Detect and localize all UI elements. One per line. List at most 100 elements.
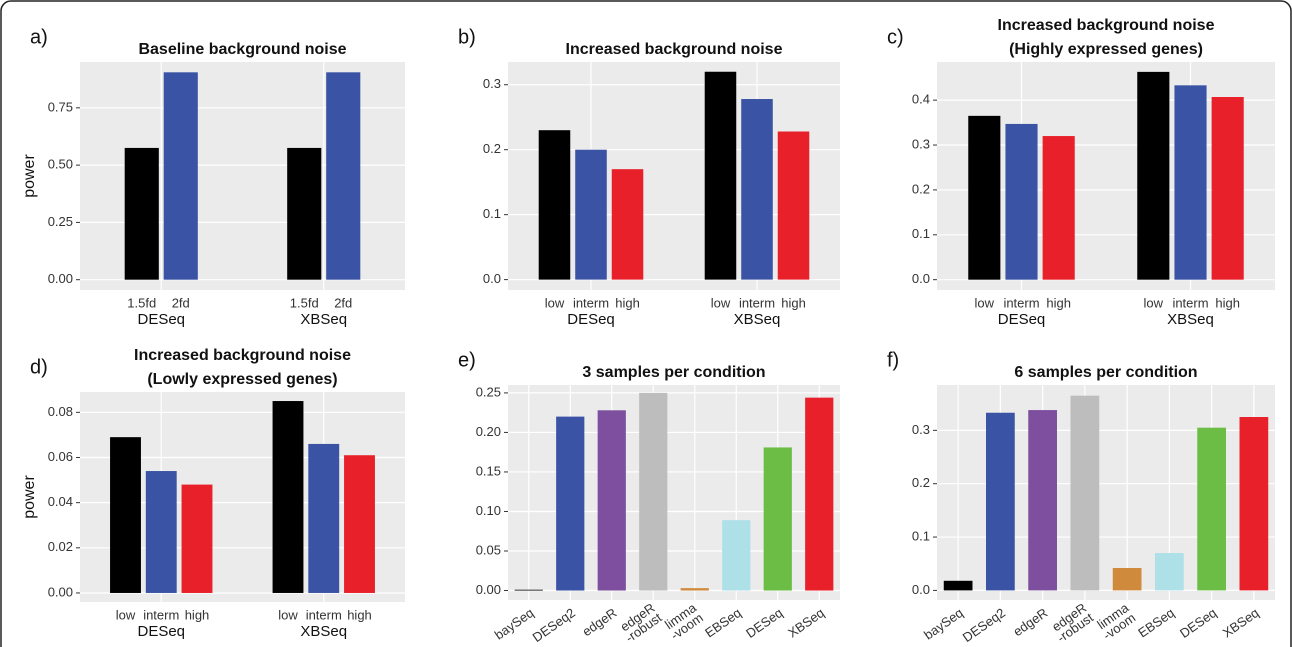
- y-tick-label: 0.08: [48, 404, 73, 419]
- bar: [514, 589, 543, 591]
- group-label: XBSeq: [300, 623, 347, 640]
- bar: [556, 416, 585, 591]
- x-tick-label: low: [711, 295, 731, 310]
- x-tick-label: high: [347, 607, 372, 622]
- x-tick-label: low: [975, 295, 995, 310]
- y-tick-label: 0.05: [476, 542, 501, 557]
- y-tick-label: 0.25: [48, 214, 73, 229]
- x-tick-label: 2fd: [334, 295, 352, 310]
- bar: [722, 520, 751, 591]
- y-tick-label: 0.75: [48, 99, 73, 114]
- y-tick-label: 0.1: [483, 206, 501, 221]
- y-tick-label: 0.2: [483, 141, 501, 156]
- y-tick-label: 0.3: [483, 76, 501, 91]
- y-axis-label: power: [21, 475, 38, 519]
- x-tick-label: high: [781, 295, 806, 310]
- bar: [145, 471, 177, 593]
- bar: [741, 99, 773, 280]
- bar: [639, 392, 668, 591]
- x-tick-label: 1.5fd: [290, 295, 319, 310]
- chart-title: 3 samples per condition: [582, 364, 765, 381]
- y-tick-label: 0.1: [912, 528, 930, 543]
- panel-label: c): [887, 26, 904, 48]
- y-axis-label: power: [21, 154, 38, 198]
- bar: [181, 484, 213, 593]
- bar: [1070, 395, 1100, 591]
- y-tick-label: 0.1: [912, 226, 930, 241]
- chart-title: 6 samples per condition: [1014, 364, 1197, 381]
- bar: [1239, 417, 1269, 591]
- y-tick-label: 0.06: [48, 449, 73, 464]
- bar: [1137, 71, 1170, 280]
- bar: [1155, 553, 1184, 591]
- x-tick-label: interm: [739, 295, 775, 310]
- y-tick-label: 0.00: [48, 584, 73, 599]
- y-tick-label: 0.4: [912, 92, 930, 107]
- y-tick-label: 0.3: [912, 422, 930, 437]
- chart-title: Increased background noise: [134, 347, 351, 364]
- panel-label: d): [30, 356, 48, 378]
- group-label: DESeq: [567, 311, 615, 328]
- x-tick-label: interm: [1003, 295, 1039, 310]
- x-tick-label: high: [185, 607, 210, 622]
- x-tick-label: interm: [143, 607, 179, 622]
- x-tick-label: low: [116, 607, 136, 622]
- x-tick-label: low: [1144, 295, 1164, 310]
- bar: [575, 149, 607, 280]
- group-label: XBSeq: [734, 311, 781, 328]
- bar: [344, 455, 375, 593]
- y-tick-label: 0.2: [912, 181, 930, 196]
- bar: [611, 169, 644, 280]
- bar: [763, 447, 792, 591]
- y-tick-label: 0.02: [48, 539, 73, 554]
- bar: [272, 401, 304, 593]
- y-tick-label: 0.0: [483, 271, 501, 286]
- chart-title: (Highly expressed genes): [1009, 41, 1203, 58]
- bar: [943, 580, 973, 591]
- y-tick-label: 0.25: [476, 384, 501, 399]
- bar: [1211, 97, 1244, 280]
- bar: [1028, 410, 1057, 591]
- y-tick-label: 0.50: [48, 157, 73, 172]
- y-tick-label: 0.0: [912, 582, 930, 597]
- bar: [308, 443, 340, 593]
- group-label: DESeq: [137, 311, 185, 328]
- x-tick-label: low: [545, 295, 565, 310]
- chart-title: Baseline background noise: [138, 41, 346, 58]
- y-tick-label: 0.04: [48, 494, 73, 509]
- group-label: XBSeq: [1167, 311, 1214, 328]
- bar: [287, 147, 322, 280]
- y-tick-label: 0.00: [476, 582, 501, 597]
- x-tick-label: interm: [1172, 295, 1208, 310]
- bar: [1174, 85, 1207, 280]
- y-tick-label: 0.20: [476, 424, 501, 439]
- chart-title: Increased background noise: [566, 41, 783, 58]
- x-tick-label: low: [278, 607, 298, 622]
- bar: [777, 131, 810, 280]
- group-label: DESeq: [998, 311, 1046, 328]
- x-tick-label: interm: [573, 295, 609, 310]
- group-label: DESeq: [137, 623, 185, 640]
- bar: [680, 588, 709, 591]
- panel-label: a): [30, 26, 48, 48]
- bar: [805, 397, 834, 591]
- x-tick-label: high: [1215, 295, 1240, 310]
- bar: [986, 412, 1015, 591]
- y-tick-label: 0.0: [912, 271, 930, 286]
- chart-title: Increased background noise: [998, 17, 1215, 34]
- bar: [326, 72, 361, 280]
- panel-label: f): [887, 349, 899, 371]
- x-tick-label: interm: [306, 607, 342, 622]
- panel-label: e): [458, 349, 476, 371]
- chart-title: (Lowly expressed genes): [147, 371, 337, 388]
- bar: [110, 437, 141, 593]
- x-tick-label: high: [1046, 295, 1071, 310]
- y-tick-label: 0.2: [912, 475, 930, 490]
- bar: [968, 115, 1001, 280]
- panel-label: b): [458, 26, 476, 48]
- x-tick-label: 2fd: [172, 295, 190, 310]
- group-label: XBSeq: [300, 311, 347, 328]
- bar: [704, 71, 737, 280]
- y-tick-label: 0.00: [48, 271, 73, 286]
- bar: [1042, 136, 1075, 280]
